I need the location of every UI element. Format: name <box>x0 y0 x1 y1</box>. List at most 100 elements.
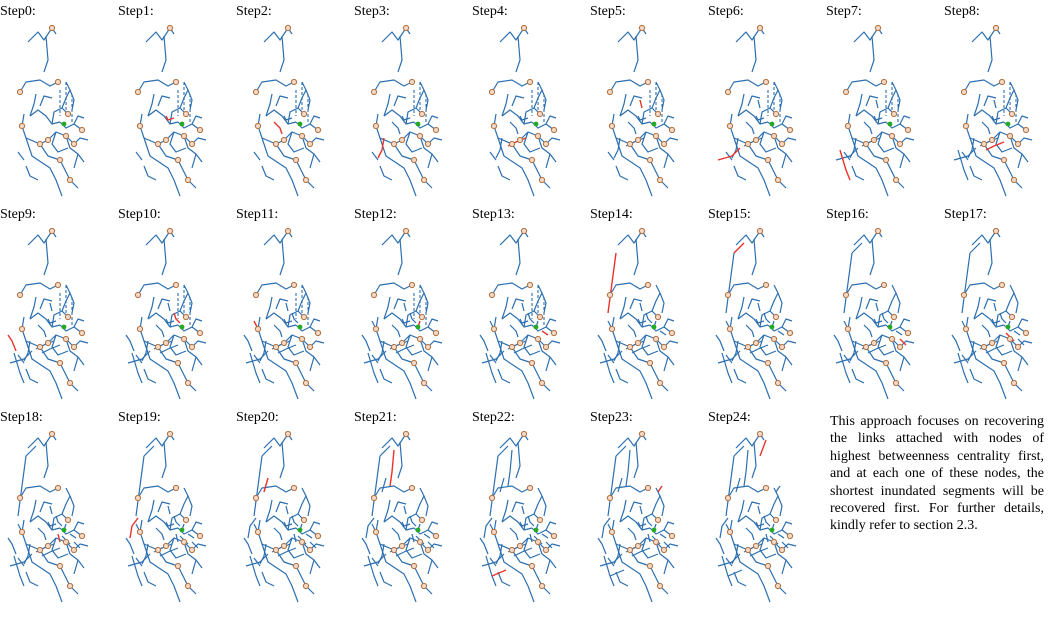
node-marker <box>980 140 988 148</box>
node-marker <box>420 176 428 184</box>
node-marker <box>646 359 654 367</box>
road-segment <box>7 537 17 555</box>
road-segment <box>759 310 777 328</box>
road-segment <box>383 312 415 328</box>
node-marker <box>490 122 498 130</box>
road-segment <box>969 368 983 384</box>
road-segment <box>245 350 269 364</box>
road-segment <box>899 356 905 372</box>
road-segment <box>895 330 903 336</box>
road-segment <box>19 485 59 499</box>
node-marker <box>66 582 74 590</box>
node-marker <box>134 494 142 502</box>
road-segment <box>427 318 439 328</box>
road-segment <box>19 79 59 93</box>
road-segment <box>143 445 155 457</box>
road-segment <box>29 109 61 125</box>
road-segment <box>637 131 665 145</box>
road-segment <box>497 165 511 181</box>
road-segment <box>169 131 187 153</box>
road-segment <box>725 354 733 364</box>
road-segment <box>763 312 771 324</box>
road-segment <box>37 324 47 338</box>
node-marker <box>508 140 516 148</box>
node-marker <box>896 140 904 148</box>
road-segment <box>419 338 439 366</box>
node-marker <box>64 313 72 321</box>
road-segment <box>393 95 407 107</box>
road-segment <box>737 312 769 328</box>
node-marker <box>652 538 660 546</box>
road-segment <box>283 131 311 145</box>
road-segment <box>383 296 391 320</box>
road-segment <box>981 324 991 338</box>
node-marker <box>162 136 170 144</box>
road-segment <box>659 292 665 314</box>
node-marker <box>488 88 496 96</box>
road-segment <box>161 35 167 73</box>
road-segment <box>155 527 165 541</box>
road-segment <box>745 527 755 541</box>
road-segment <box>415 487 425 515</box>
road-segment <box>881 312 889 324</box>
road-segment <box>39 501 53 513</box>
node-marker <box>870 339 878 347</box>
node-marker <box>626 343 634 351</box>
road-segment <box>143 368 157 384</box>
node-marker <box>634 339 642 347</box>
road-network-map <box>134 24 207 197</box>
road-segment <box>131 352 143 384</box>
road-segment <box>597 537 607 555</box>
road-segment <box>169 513 187 531</box>
road-segment <box>545 153 551 169</box>
road-segment <box>29 296 37 320</box>
road-segment <box>265 93 273 117</box>
road-segment <box>659 495 665 517</box>
road-segment <box>873 131 901 145</box>
road-segment <box>191 318 203 328</box>
step-label: Step20: <box>236 410 279 425</box>
road-segment <box>737 296 745 320</box>
road-segment <box>401 131 429 145</box>
road-segment <box>527 515 535 527</box>
road-segment <box>379 137 417 197</box>
node-marker <box>890 110 898 118</box>
road-segment <box>541 533 549 539</box>
road-segment <box>137 282 177 296</box>
node-marker <box>874 227 882 235</box>
road-segment <box>275 501 289 513</box>
node-marker <box>724 494 732 502</box>
node-marker <box>292 562 300 570</box>
road-network-map <box>717 24 797 197</box>
road-segment <box>733 543 771 603</box>
road-segment <box>973 312 1005 328</box>
node-marker <box>842 88 850 96</box>
node-marker <box>184 379 192 387</box>
node-marker <box>606 88 614 96</box>
node-marker <box>416 335 424 343</box>
road-segment <box>25 165 39 181</box>
road-segment <box>283 115 293 121</box>
road-segment <box>855 109 887 125</box>
road-segment <box>489 151 497 161</box>
road-network-map <box>125 227 207 400</box>
node-marker <box>724 291 732 299</box>
road-segment <box>773 338 793 366</box>
road-segment <box>17 354 25 364</box>
road-segment <box>607 455 617 517</box>
road-segment <box>973 109 1005 125</box>
step-panel: Step21: <box>354 410 471 615</box>
node-marker <box>298 335 306 343</box>
road-segment <box>533 81 543 109</box>
node-marker <box>36 140 44 148</box>
node-marker <box>410 156 418 164</box>
road-segment <box>987 35 993 73</box>
road-segment <box>845 282 885 296</box>
node-marker <box>36 546 44 554</box>
node-marker <box>70 546 78 554</box>
road-segment <box>255 485 295 499</box>
node-marker <box>188 546 196 554</box>
node-marker <box>778 343 786 351</box>
node-marker <box>534 335 542 343</box>
road-segment <box>973 296 981 320</box>
